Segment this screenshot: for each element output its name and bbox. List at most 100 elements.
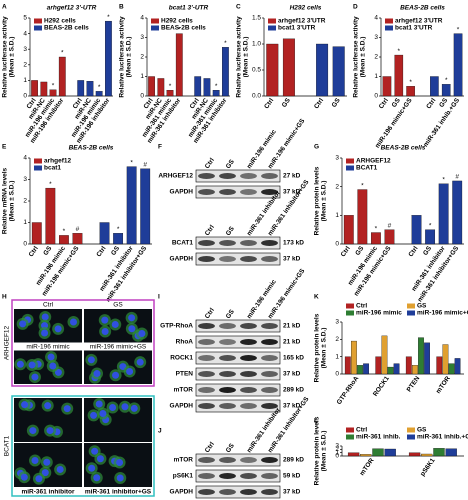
y-tick-label: 1 bbox=[23, 77, 27, 84]
nucleus bbox=[63, 405, 71, 413]
x-tick-label: Ctrl bbox=[407, 245, 419, 258]
panel-letter: J bbox=[158, 428, 162, 435]
blot-band bbox=[198, 473, 215, 479]
legend-label: BEAS-2B cells bbox=[161, 25, 206, 32]
legend-swatch bbox=[268, 18, 276, 24]
bar bbox=[166, 90, 174, 97]
blot-band bbox=[198, 387, 215, 393]
nucleus bbox=[21, 401, 29, 409]
blot-band bbox=[261, 457, 278, 463]
blot-band bbox=[198, 371, 215, 377]
panel-letter: D bbox=[353, 4, 358, 11]
blot-band bbox=[198, 173, 215, 179]
nucleus bbox=[128, 325, 136, 333]
y-tick-label: 3 bbox=[335, 443, 339, 450]
legend-swatch bbox=[407, 303, 415, 309]
chart-title: BEAS-2B cells bbox=[381, 145, 426, 152]
y-tick-label: 3 bbox=[374, 34, 378, 41]
bar bbox=[113, 233, 124, 245]
bar bbox=[105, 20, 112, 97]
legend-label: bcat1 bbox=[44, 165, 61, 172]
blot-band bbox=[240, 173, 257, 179]
panel-letter: I bbox=[158, 294, 160, 301]
y-axis-label: Relative luciferase activity bbox=[353, 16, 360, 98]
y-tick-label: 4 bbox=[23, 30, 27, 37]
panel-letter: A bbox=[2, 4, 7, 11]
protein-label: mTOR bbox=[174, 457, 194, 464]
blot-strip bbox=[195, 383, 281, 397]
nucleus bbox=[46, 427, 54, 435]
bar bbox=[411, 365, 418, 375]
bar bbox=[95, 91, 103, 97]
panel-letter: G bbox=[314, 144, 319, 151]
significance-mark: * bbox=[224, 40, 227, 47]
blot-band bbox=[198, 489, 215, 495]
significance-mark: * bbox=[409, 79, 412, 86]
x-tick-label: GS bbox=[42, 245, 54, 257]
bar bbox=[49, 89, 57, 97]
legend-swatch bbox=[34, 25, 42, 31]
significance-mark: * bbox=[61, 50, 64, 57]
lane-label: Ctrl bbox=[204, 307, 216, 320]
nucleus bbox=[69, 318, 77, 326]
y-tick-label: 0 bbox=[140, 93, 144, 100]
nucleus bbox=[47, 353, 55, 361]
x-tick-label: GTP-RhoA bbox=[336, 375, 361, 406]
lane-label: Ctrl bbox=[204, 441, 216, 454]
significance-mark: # bbox=[143, 161, 147, 168]
panel-letter: H bbox=[2, 294, 7, 301]
blot-strip bbox=[195, 399, 281, 413]
nucleus bbox=[31, 373, 39, 381]
nucleus bbox=[112, 371, 120, 379]
blot-band bbox=[219, 256, 236, 262]
blot-band bbox=[198, 189, 215, 195]
y-axis-label: (Mean ± S.D.) bbox=[321, 181, 328, 222]
y-tick-label: 0 bbox=[23, 241, 27, 248]
bar bbox=[357, 365, 363, 375]
significance-mark: * bbox=[375, 225, 378, 232]
bar bbox=[382, 76, 392, 97]
panel-letter: C bbox=[236, 4, 241, 11]
x-tick-label: Ctrl bbox=[340, 245, 352, 258]
blot-band bbox=[198, 323, 215, 329]
bar bbox=[347, 452, 360, 457]
blot-band bbox=[240, 240, 257, 246]
condition-label: GS bbox=[113, 302, 123, 309]
bar bbox=[175, 33, 183, 97]
blot-band bbox=[261, 489, 278, 495]
condition-label: Ctrl bbox=[43, 302, 54, 309]
lane-label: miR-196 mimic+GS bbox=[267, 117, 307, 170]
legend-label: miR-196 mimic+GS bbox=[417, 310, 468, 317]
y-tick-label: 3 bbox=[335, 319, 339, 326]
x-tick-label: ROCK1 bbox=[372, 375, 391, 398]
nucleus bbox=[138, 329, 146, 337]
legend-label: arhgef12 3'UTR bbox=[395, 18, 443, 25]
nucleus bbox=[126, 368, 134, 376]
x-tick-label: GS bbox=[110, 245, 122, 257]
bar bbox=[454, 358, 461, 375]
y-axis-label: Relative luciferase activity bbox=[119, 16, 126, 98]
y-tick-label: 2 bbox=[335, 446, 339, 453]
legend-swatch bbox=[34, 18, 42, 24]
y-tick-label: 2 bbox=[140, 54, 144, 61]
legend-label: Ctrl bbox=[356, 427, 367, 434]
blot-band bbox=[261, 355, 278, 361]
blot-band bbox=[219, 473, 236, 479]
bar bbox=[372, 448, 384, 457]
protein-label: BCAT1 bbox=[172, 240, 194, 247]
protein-label: mTOR bbox=[174, 387, 194, 394]
lane-label: GS bbox=[225, 442, 237, 454]
lane-label: Ctrl bbox=[204, 224, 216, 237]
significance-mark: * bbox=[130, 159, 133, 166]
nucleus bbox=[44, 402, 52, 410]
bar bbox=[448, 363, 455, 375]
nucleus bbox=[19, 320, 27, 328]
blot-strip bbox=[195, 319, 281, 333]
molecular-weight: 37 kD bbox=[283, 189, 301, 196]
blot-band bbox=[261, 189, 278, 195]
bar bbox=[203, 78, 211, 97]
nucleus bbox=[95, 400, 103, 408]
blot-band bbox=[198, 355, 215, 361]
legend-swatch bbox=[385, 25, 393, 31]
significance-mark: * bbox=[63, 228, 66, 235]
